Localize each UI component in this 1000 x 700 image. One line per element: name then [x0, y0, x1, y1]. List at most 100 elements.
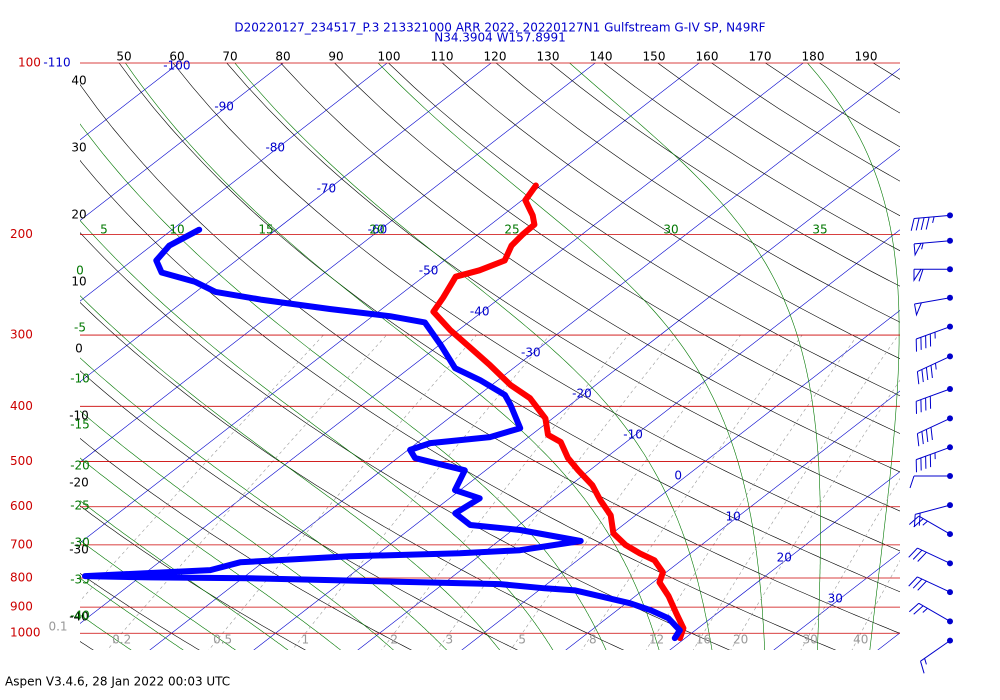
wind-barb — [920, 640, 951, 674]
top-tick-label: 50 — [116, 50, 131, 64]
dry-adiabat-label: -30 — [69, 543, 89, 557]
moist-adiabat — [80, 539, 236, 650]
top-tick-label: 180 — [802, 50, 825, 64]
mixing-ratio-label: 8 — [589, 633, 597, 647]
pressure-label: 600 — [10, 499, 33, 513]
wind-barb — [909, 475, 950, 489]
wind-barb — [913, 268, 950, 283]
mixing-ratio-line — [800, 477, 900, 650]
mixing-ratio-label: 0.2 — [112, 633, 131, 647]
isotherm — [973, 37, 1000, 657]
moist-adiabat-label: 5 — [100, 223, 108, 237]
top-tick-label: 70 — [222, 50, 237, 64]
wind-station — [947, 415, 953, 422]
isotherm — [669, 471, 900, 650]
moist-adiabat-label: 0 — [76, 264, 84, 278]
pressure-label: 400 — [10, 399, 33, 413]
dry-adiabat — [938, 37, 1000, 657]
wind-station — [947, 237, 953, 244]
moist-adiabat-label: -10 — [70, 372, 90, 386]
wind-barb — [916, 355, 951, 385]
isotherm-label: -100 — [163, 59, 190, 73]
isotherm-label: -80 — [265, 141, 285, 155]
mixing-ratio-label: 1 — [302, 633, 310, 647]
mixing-ratio-label: 5 — [518, 633, 526, 647]
wind-station — [947, 637, 953, 644]
dry-adiabat — [172, 63, 900, 552]
wind-barb — [913, 504, 951, 528]
moist-adiabat-label: 30 — [663, 223, 678, 237]
isotherm — [461, 309, 900, 650]
wind-station — [947, 386, 953, 393]
mixing-ratio-line — [730, 379, 900, 650]
mixing-ratio-line — [291, 334, 551, 650]
dry-adiabat — [226, 63, 900, 512]
top-tick-label: 160 — [696, 50, 719, 64]
isotherm-label: 0 — [674, 469, 682, 483]
mixing-ratio-label: 20 — [733, 633, 748, 647]
mixing-ratio-label: 0.1 — [48, 620, 67, 634]
dry-adiabat-label: -40 — [69, 610, 89, 624]
pressure-label: 100 — [18, 56, 41, 70]
mixing-ratio-line — [381, 334, 629, 650]
wind-station — [947, 353, 953, 360]
dry-adiabat-label: 20 — [71, 208, 86, 222]
foreground: 0.10.2 0.5 1 2 3 5 8 12 16 20 30 401002003004005006… — [10, 50, 953, 674]
dry-adiabat — [80, 438, 412, 650]
moist-adiabat — [0, 63, 37, 657]
dry-adiabat — [80, 159, 837, 650]
mixing-ratio-label: 12 — [649, 633, 664, 647]
mixing-ratio-label: 16 — [696, 633, 711, 647]
dry-adiabat — [80, 505, 306, 650]
isotherm — [773, 551, 900, 650]
top-tick-label: 80 — [275, 50, 290, 64]
dry-adiabat — [990, 37, 1000, 657]
dry-adiabat — [334, 63, 900, 434]
mixing-ratio-label: 3 — [446, 633, 454, 647]
dry-adiabat-label: 40 — [71, 74, 86, 88]
wind-barb — [908, 547, 951, 564]
moist-adiabat — [807, 63, 900, 650]
moist-adiabat-label: -30 — [70, 536, 90, 550]
wind-barb — [913, 240, 951, 257]
wind-station — [947, 323, 953, 330]
wind-barb — [915, 388, 951, 414]
isotherm-label: -60 — [368, 223, 388, 237]
isotherm-label: -50 — [419, 264, 439, 278]
isotherm-label: -110 — [43, 56, 70, 70]
mixing-ratio-line — [510, 334, 741, 650]
wind-barb — [908, 515, 951, 535]
pressure-label: 200 — [10, 227, 33, 241]
pressure-label: 900 — [10, 600, 33, 614]
isotherm-label: 30 — [828, 592, 843, 606]
wind-station — [947, 531, 953, 538]
wind-station — [947, 560, 953, 567]
moist-adiabat — [80, 457, 341, 650]
top-tick-label: 190 — [855, 50, 878, 64]
isotherm — [80, 63, 284, 221]
moist-adiabat — [80, 614, 132, 650]
wind-station — [947, 266, 953, 273]
mixing-ratio-label: 40 — [853, 633, 868, 647]
wind-station — [947, 473, 953, 480]
isotherm-label: -70 — [317, 182, 337, 196]
wind-barb — [910, 214, 951, 231]
wind-barb — [914, 297, 951, 317]
dry-adiabat — [80, 301, 625, 650]
dry-adiabat — [280, 63, 900, 473]
isotherm — [80, 63, 180, 141]
moist-adiabat-label: 20 — [369, 223, 384, 237]
moist-adiabat-label: 10 — [169, 223, 184, 237]
dry-adiabat — [495, 63, 900, 323]
chart-title: D20220127_234517_P.3 213321000 ARR 2022,… — [234, 21, 765, 35]
mixing-ratio-label: 30 — [802, 633, 817, 647]
wind-station — [947, 589, 953, 596]
moist-adiabat-label: -20 — [70, 459, 90, 473]
moist-adiabat — [569, 63, 821, 650]
isotherm-label: -30 — [521, 346, 541, 360]
isotherm — [80, 63, 492, 383]
dry-adiabat — [80, 84, 900, 634]
top-tick-label: 140 — [590, 50, 613, 64]
